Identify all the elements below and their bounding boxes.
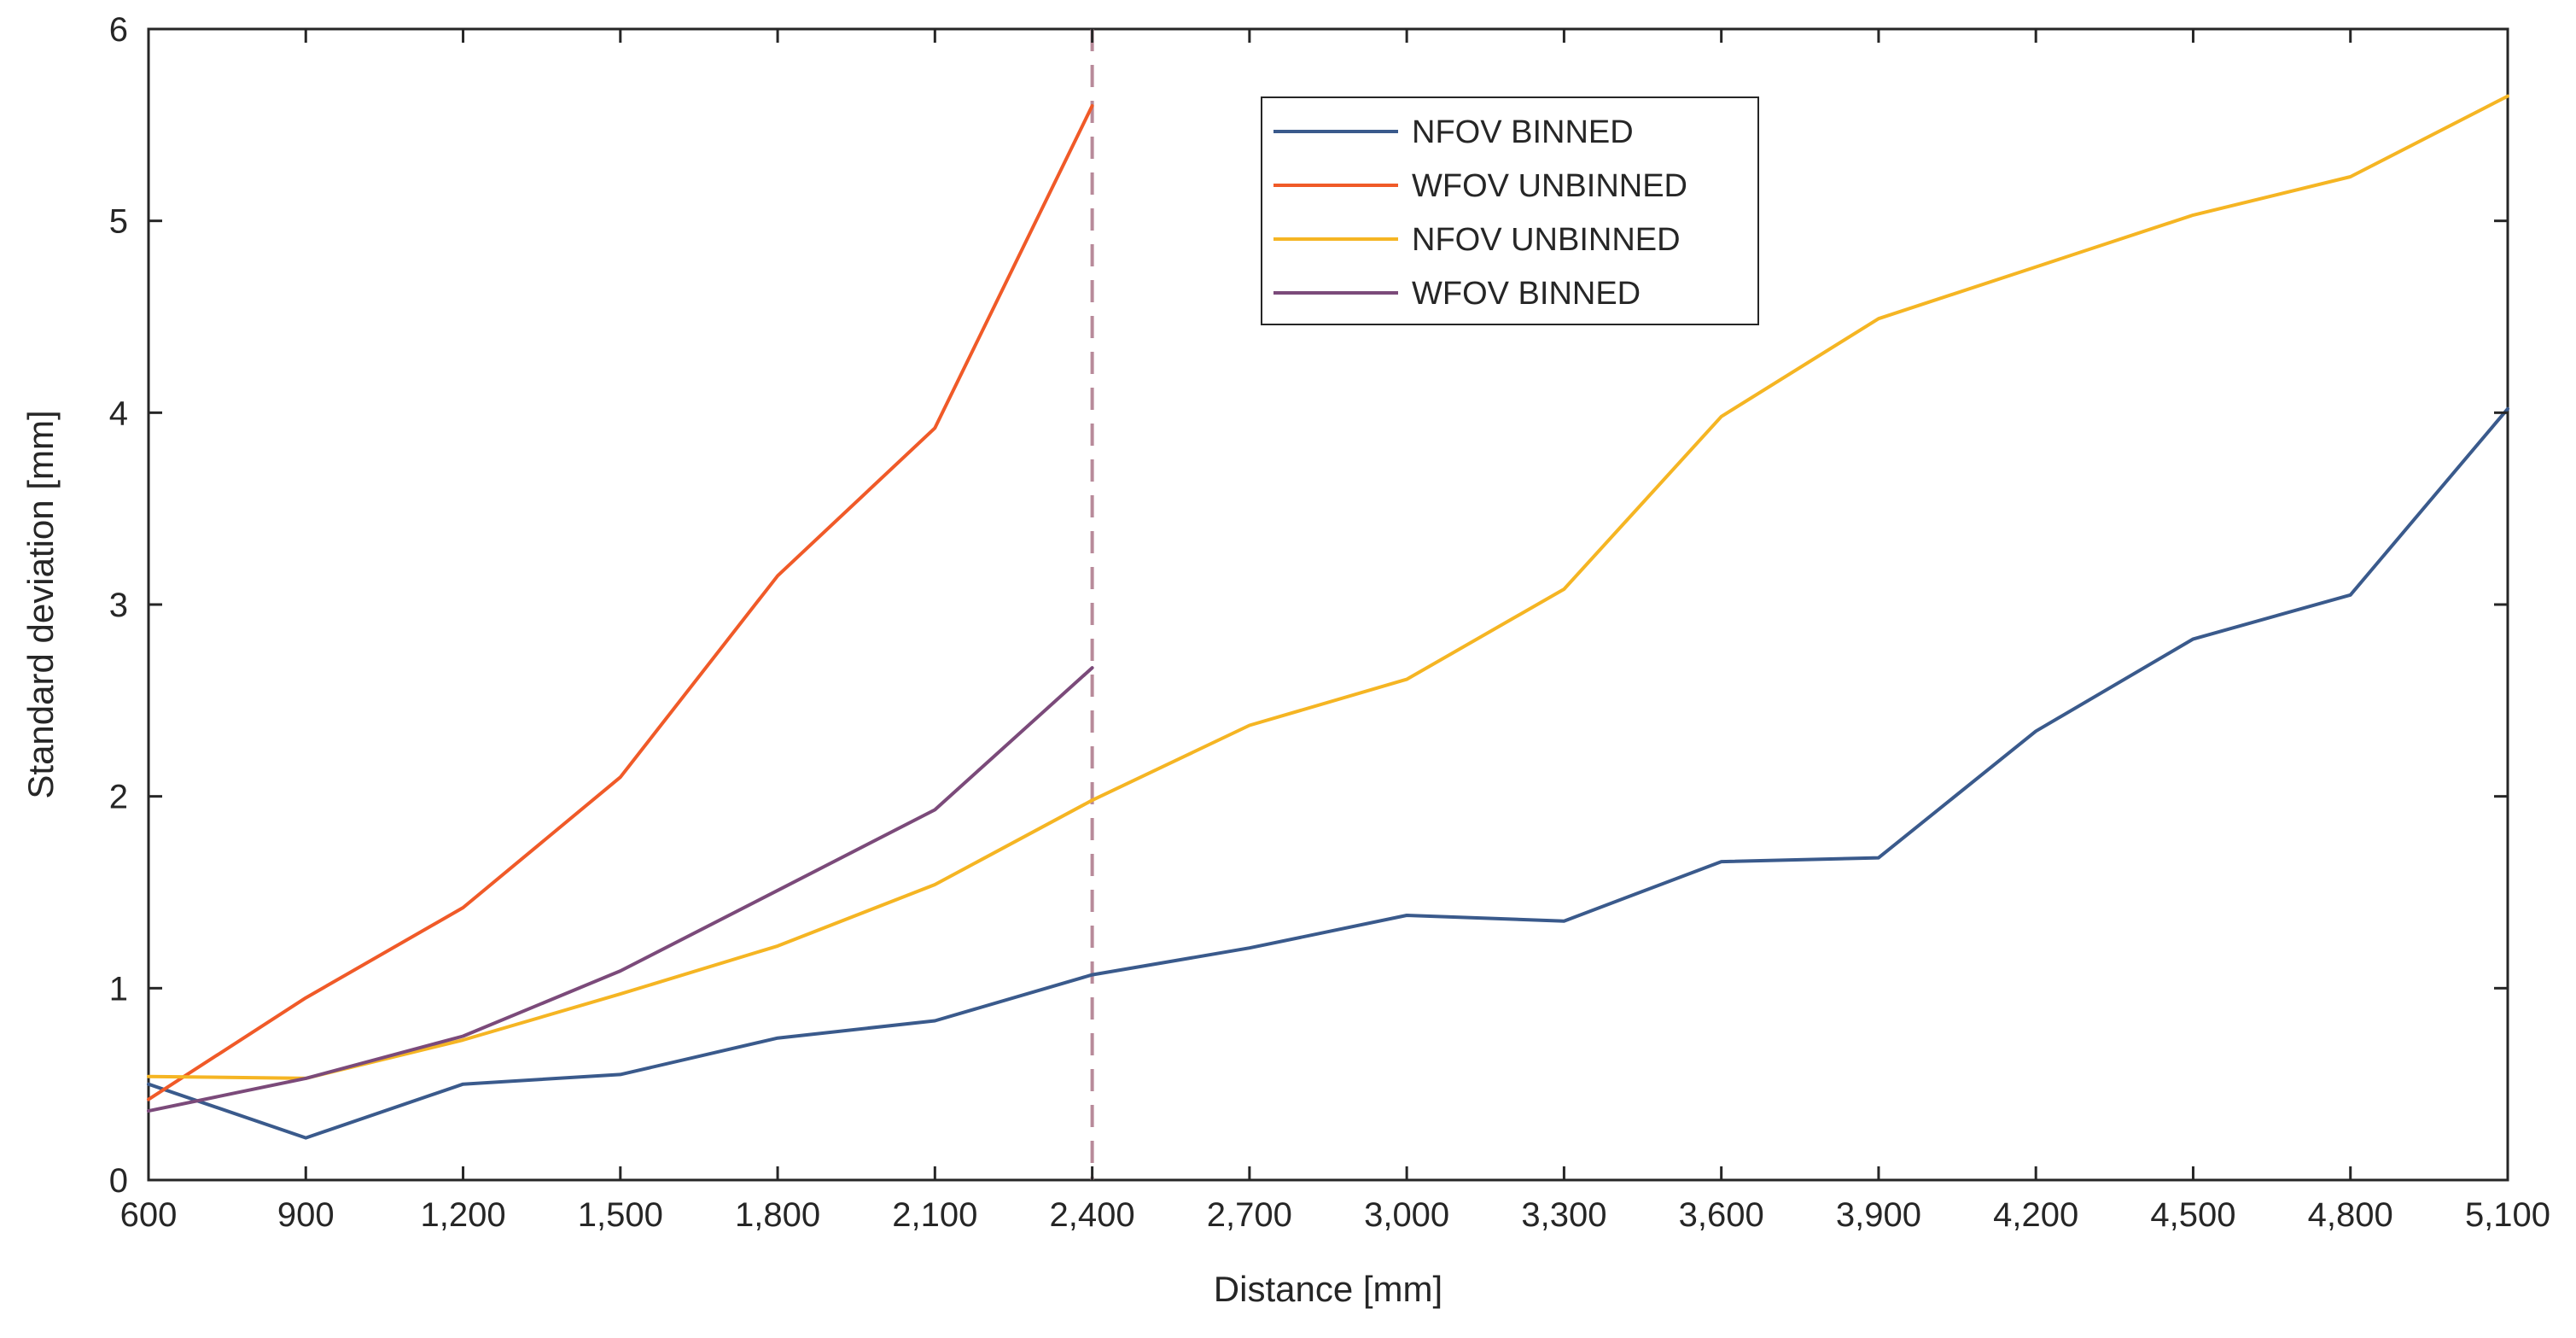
x-tick-label: 2,700 xyxy=(1207,1196,1292,1234)
legend-label-nfov-unbinned: NFOV UNBINNED xyxy=(1412,222,1681,258)
x-tick-label: 3,000 xyxy=(1364,1196,1449,1234)
x-axis-label: Distance [mm] xyxy=(1214,1269,1442,1309)
legend: NFOV BINNED WFOV UNBINNED NFOV UNBINNED WFO… xyxy=(1261,96,1759,325)
x-tick-label: 2,400 xyxy=(1050,1196,1135,1234)
y-tick-label: 4 xyxy=(109,394,128,432)
x-tick-label: 600 xyxy=(120,1196,178,1234)
legend-label-wfov-unbinned: WFOV UNBINNED xyxy=(1412,168,1687,204)
x-tick-label: 3,300 xyxy=(1521,1196,1606,1234)
y-tick-label: 3 xyxy=(109,587,128,624)
x-tick-label: 4,500 xyxy=(2150,1196,2235,1234)
x-tick-label: 900 xyxy=(277,1196,335,1234)
x-tick-label: 1,800 xyxy=(735,1196,820,1234)
y-axis-label: Standard deviation [mm] xyxy=(20,410,61,798)
x-tick-label: 1,500 xyxy=(578,1196,663,1234)
legend-box xyxy=(1261,96,1759,325)
series-layer xyxy=(147,94,2509,1140)
series-line-wfov-binned xyxy=(147,666,1094,1113)
series-line-nfov-unbinned xyxy=(147,94,2509,1080)
series-line-wfov-unbinned xyxy=(147,103,1094,1101)
x-tick-label: 2,100 xyxy=(892,1196,977,1234)
x-tick-label: 4,200 xyxy=(1993,1196,2078,1234)
y-tick-label: 0 xyxy=(109,1162,128,1200)
y-tick-label: 6 xyxy=(109,11,128,49)
x-tick-label: 1,200 xyxy=(420,1196,505,1234)
y-tick-label: 5 xyxy=(109,203,128,241)
legend-label-wfov-binned: WFOV BINNED xyxy=(1412,276,1641,312)
x-tick-label: 4,800 xyxy=(2308,1196,2393,1234)
legend-label-nfov-binned: NFOV BINNED xyxy=(1412,114,1634,150)
y-tick-label: 2 xyxy=(109,779,128,816)
x-tick-label: 3,600 xyxy=(1679,1196,1764,1234)
series-line-nfov-binned xyxy=(147,406,2509,1140)
y-tick-label: 1 xyxy=(109,970,128,1008)
x-axis: 600 900 1,200 1,500 1,800 2,100 2,400 2,700 3,00… xyxy=(120,29,2550,1234)
x-tick-label: 5,100 xyxy=(2465,1196,2550,1234)
x-tick-label: 3,900 xyxy=(1836,1196,1921,1234)
y-axis: 0 1 2 3 4 5 6 xyxy=(109,11,2508,1200)
